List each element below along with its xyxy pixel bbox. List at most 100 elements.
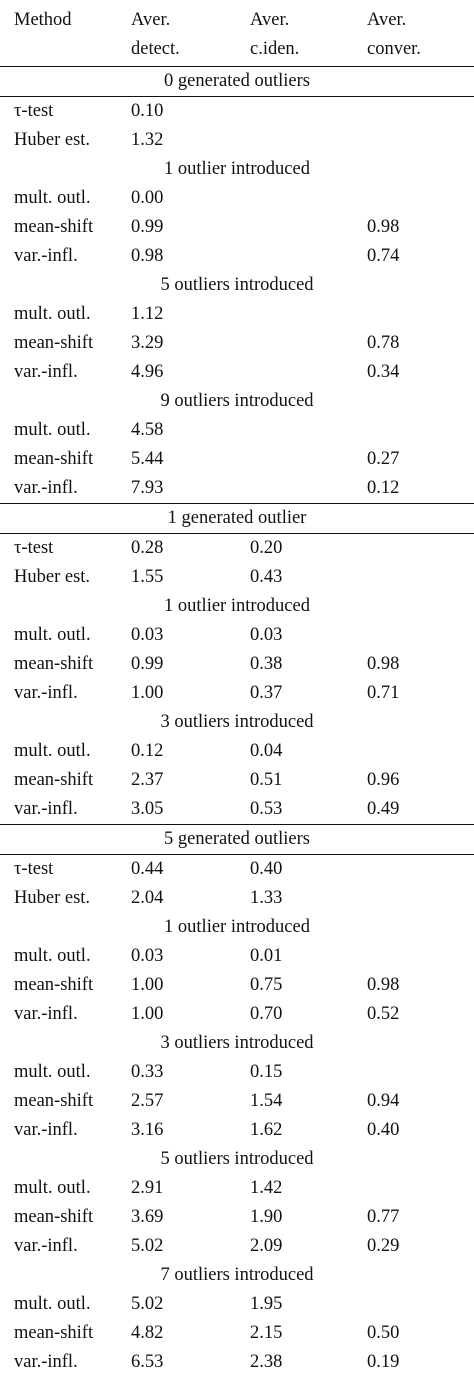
detect-cell: 2.91 [131, 1178, 164, 1198]
table-row: var.-infl. 5.02 2.09 0.29 [0, 1232, 474, 1261]
conver-cell: 0.98 [367, 654, 400, 674]
ciden-cell: 1.95 [250, 1294, 283, 1314]
detect-cell: 0.99 [131, 654, 164, 674]
table-body: 0 generated outliers τ-test 0.10 Huber est.… [0, 66, 474, 1377]
table-row: mean-shift 5.44 0.27 [0, 445, 474, 474]
section-rule [0, 66, 474, 67]
table-row: Huber est. 2.04 1.33 [0, 884, 474, 913]
table-row: mult. outl. 0.00 [0, 184, 474, 213]
method-cell: mean-shift [14, 654, 94, 674]
table-row: τ-test 0.44 0.40 [0, 855, 474, 884]
conver-cell: 0.40 [367, 1120, 400, 1140]
method-cell: mult. outl. [14, 1294, 91, 1314]
header-aver-conver: Aver. conver. [367, 10, 421, 59]
ciden-cell: 1.54 [250, 1091, 283, 1111]
method-cell: mult. outl. [14, 1062, 91, 1082]
conver-cell: 0.71 [367, 683, 400, 703]
detect-cell: 7.93 [131, 478, 164, 498]
method-cell: τ-test [14, 859, 54, 879]
group-title: 5 outliers introduced [160, 275, 314, 295]
method-cell: mult. outl. [14, 420, 91, 440]
table-row: var.-infl. 4.96 0.34 [0, 358, 474, 387]
ciden-cell: 1.62 [250, 1120, 283, 1140]
ciden-cell: 0.43 [250, 567, 283, 587]
method-cell: var.-infl. [14, 1352, 78, 1372]
conver-cell: 0.49 [367, 799, 400, 819]
conver-cell: 0.77 [367, 1207, 400, 1227]
ciden-cell: 0.01 [250, 946, 283, 966]
group-title: 1 outlier introduced [164, 917, 310, 937]
table-row: mult. outl. 0.33 0.15 [0, 1058, 474, 1087]
detect-cell: 3.29 [131, 333, 164, 353]
method-cell: τ-test [14, 101, 54, 121]
section-title: 1 generated outlier [167, 508, 307, 528]
detect-cell: 0.99 [131, 217, 164, 237]
table-row: mean-shift 1.00 0.75 0.98 [0, 971, 474, 1000]
detect-cell: 0.28 [131, 538, 164, 558]
header-aver-ciden: Aver. c.iden. [250, 10, 300, 59]
ciden-cell: 1.42 [250, 1178, 283, 1198]
detect-cell: 5.02 [131, 1236, 164, 1256]
detect-cell: 4.82 [131, 1323, 164, 1343]
detect-cell: 1.00 [131, 975, 164, 995]
table-row: mult. outl. 2.91 1.42 [0, 1174, 474, 1203]
table-row: mean-shift 2.37 0.51 0.96 [0, 766, 474, 795]
method-cell: Huber est. [14, 130, 91, 150]
table-row: mean-shift 2.57 1.54 0.94 [0, 1087, 474, 1116]
table-row: mean-shift 0.99 0.38 0.98 [0, 650, 474, 679]
detect-cell: 0.44 [131, 859, 164, 879]
method-cell: Huber est. [14, 888, 91, 908]
detect-cell: 1.00 [131, 683, 164, 703]
table-row: mult. outl. 4.58 [0, 416, 474, 445]
conver-cell: 0.98 [367, 217, 400, 237]
detect-cell: 0.03 [131, 625, 164, 645]
section-rule [0, 96, 474, 97]
ciden-cell: 0.20 [250, 538, 283, 558]
conver-cell: 0.94 [367, 1091, 400, 1111]
section-rule [0, 854, 474, 855]
ciden-cell: 0.51 [250, 770, 283, 790]
detect-cell: 5.44 [131, 449, 164, 469]
conver-cell: 0.34 [367, 362, 400, 382]
method-cell: var.-infl. [14, 362, 78, 382]
section-title: 0 generated outliers [164, 71, 310, 91]
method-cell: var.-infl. [14, 799, 78, 819]
conver-cell: 0.74 [367, 246, 400, 266]
method-cell: mult. outl. [14, 1178, 91, 1198]
method-cell: mean-shift [14, 217, 94, 237]
ciden-cell: 0.40 [250, 859, 283, 879]
table-row: var.-infl. 1.00 0.70 0.52 [0, 1000, 474, 1029]
table-row: var.-infl. 1.00 0.37 0.71 [0, 679, 474, 708]
table-row: mult. outl. 0.03 0.01 [0, 942, 474, 971]
table-row: mult. outl. 0.12 0.04 [0, 737, 474, 766]
ciden-cell: 0.04 [250, 741, 283, 761]
method-cell: var.-infl. [14, 1236, 78, 1256]
method-cell: mean-shift [14, 449, 94, 469]
table-row: mult. outl. 5.02 1.95 [0, 1290, 474, 1319]
method-cell: mean-shift [14, 333, 94, 353]
method-cell: Huber est. [14, 567, 91, 587]
table-row: mean-shift 0.99 0.98 [0, 213, 474, 242]
ciden-cell: 2.15 [250, 1323, 283, 1343]
ciden-cell: 1.33 [250, 888, 283, 908]
table-row: var.-infl. 7.93 0.12 [0, 474, 474, 503]
table-row: var.-infl. 3.05 0.53 0.49 [0, 795, 474, 824]
group-title: 9 outliers introduced [160, 391, 314, 411]
ciden-cell: 2.09 [250, 1236, 283, 1256]
method-cell: var.-infl. [14, 246, 78, 266]
method-cell: mean-shift [14, 1207, 94, 1227]
group-title: 1 outlier introduced [164, 596, 310, 616]
method-cell: mult. outl. [14, 625, 91, 645]
detect-cell: 5.02 [131, 1294, 164, 1314]
detect-cell: 2.04 [131, 888, 164, 908]
conver-cell: 0.96 [367, 770, 400, 790]
conver-cell: 0.98 [367, 975, 400, 995]
table-row: mean-shift 3.29 0.78 [0, 329, 474, 358]
table-header: Method Aver. detect. Aver. c.iden. Aver. co… [0, 2, 474, 66]
table-row: var.-infl. 6.53 2.38 0.19 [0, 1348, 474, 1377]
group-title: 1 outlier introduced [164, 159, 310, 179]
method-cell: mean-shift [14, 1091, 94, 1111]
method-cell: mean-shift [14, 1323, 94, 1343]
conver-cell: 0.78 [367, 333, 400, 353]
detect-cell: 0.33 [131, 1062, 164, 1082]
